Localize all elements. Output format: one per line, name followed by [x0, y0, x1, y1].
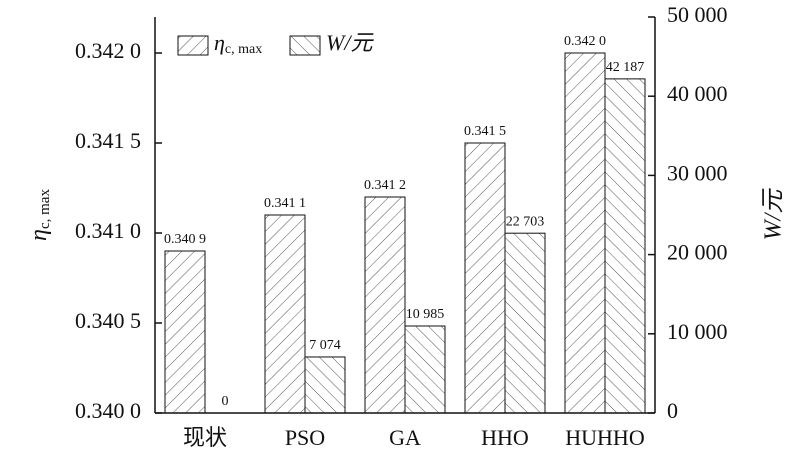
bar	[564, 52, 606, 414]
x-tick-label: GA	[389, 425, 421, 450]
bar	[364, 196, 406, 414]
legend-swatch	[177, 35, 209, 56]
value-label: 0.341 2	[364, 178, 406, 193]
y2-tick-label: 10 000	[667, 319, 728, 344]
value-label: 0.341 5	[464, 124, 506, 139]
y2-tick-label: 40 000	[667, 81, 728, 106]
value-label: 7 074	[309, 338, 341, 353]
y-axis-title: ηc, max	[26, 189, 54, 241]
value-label: 22 703	[506, 214, 545, 229]
bar	[504, 232, 546, 414]
bar	[464, 142, 506, 414]
y2-tick-label: 0	[667, 398, 678, 423]
legend-label-sub: c, max	[225, 42, 262, 57]
y-tick-label: 0.341 5	[75, 128, 141, 153]
legend-label: ηc, max	[214, 30, 262, 57]
x-tick-label: PSO	[285, 425, 325, 450]
y2-axis-title: W/元	[761, 188, 787, 241]
bar	[604, 78, 646, 414]
y2-tick-label: 50 000	[667, 2, 728, 27]
value-label: 0.340 9	[164, 232, 206, 247]
value-label: 10 985	[406, 307, 445, 322]
value-label: 0.341 1	[264, 196, 306, 211]
x-tick-label: 现状	[183, 425, 227, 450]
y-tick-label: 0.342 0	[75, 38, 141, 63]
y-tick-label: 0.341 0	[75, 218, 141, 243]
bar	[164, 250, 206, 414]
value-label: 0	[222, 394, 229, 409]
y2-tick-label: 20 000	[667, 240, 728, 265]
legend-swatch	[289, 35, 321, 56]
bar	[404, 325, 446, 414]
legend-label-main: W/元	[326, 30, 374, 55]
x-tick-label: HHO	[481, 425, 529, 450]
y2-tick-label: 30 000	[667, 160, 728, 185]
y-axis-title-main: η	[26, 229, 52, 241]
y-tick-label: 0.340 5	[75, 308, 141, 333]
legend-label-main: η	[214, 30, 225, 55]
bar	[264, 214, 306, 414]
x-tick-label: HUHHO	[565, 425, 644, 450]
y-tick-label: 0.340 0	[75, 398, 141, 423]
bar	[304, 356, 346, 414]
legend-label: W/元	[326, 30, 374, 55]
value-label: 0.342 0	[564, 34, 606, 49]
y-axis-title-sub: c, max	[37, 189, 53, 229]
value-label: 42 187	[606, 60, 645, 75]
